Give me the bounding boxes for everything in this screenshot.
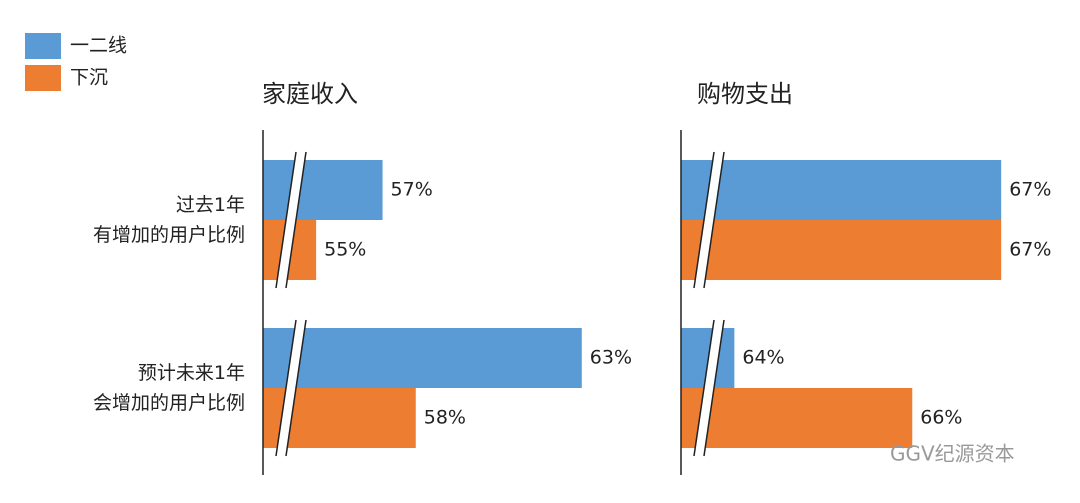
bar bbox=[681, 220, 1002, 280]
legend-swatch bbox=[25, 33, 61, 59]
axis-break bbox=[694, 152, 724, 288]
category-label: 过去1年 有增加的用户比例 bbox=[92, 194, 245, 246]
axis-break-line bbox=[275, 319, 297, 457]
axis-break bbox=[276, 320, 306, 456]
chart-title: 家庭收入 bbox=[262, 80, 358, 108]
watermark: GGV纪源资本 bbox=[890, 442, 1015, 466]
legend-label: 下沉 bbox=[70, 67, 108, 89]
axis-break-line bbox=[285, 319, 307, 457]
bar bbox=[263, 328, 582, 388]
axis-break-line bbox=[693, 151, 715, 289]
bar bbox=[681, 160, 1002, 220]
value-label: 64% bbox=[742, 347, 784, 369]
axis-break bbox=[694, 320, 724, 456]
legend-swatch bbox=[25, 65, 61, 91]
bar bbox=[263, 160, 383, 220]
value-label: 55% bbox=[324, 239, 366, 261]
chart-title: 购物支出 bbox=[697, 80, 793, 108]
axis-break-line bbox=[693, 319, 715, 457]
axis-break-line bbox=[275, 151, 297, 289]
value-label: 57% bbox=[391, 179, 433, 201]
bar bbox=[681, 388, 913, 448]
value-label: 58% bbox=[424, 407, 466, 429]
value-label: 66% bbox=[920, 407, 962, 429]
value-label: 67% bbox=[1009, 179, 1051, 201]
category-label: 预计未来1年 会增加的用户比例 bbox=[92, 362, 245, 414]
value-label: 67% bbox=[1009, 239, 1051, 261]
value-label: 63% bbox=[590, 347, 632, 369]
legend-label: 一二线 bbox=[70, 35, 127, 57]
axis-break bbox=[276, 152, 306, 288]
axis-break-line bbox=[703, 319, 725, 457]
axis-break-line bbox=[285, 151, 307, 289]
axis-break-line bbox=[703, 151, 725, 289]
